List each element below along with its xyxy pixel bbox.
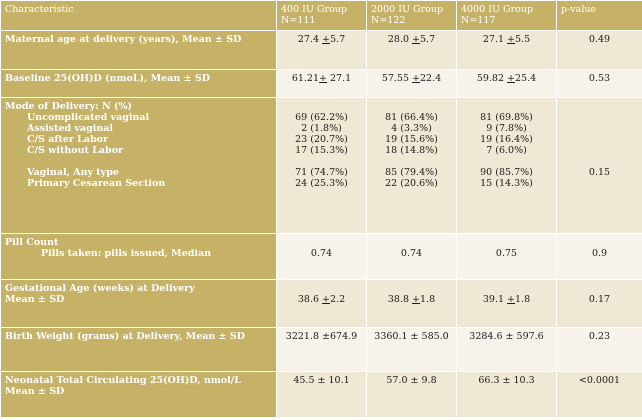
pill-title: Pill Count	[5, 237, 59, 248]
delivery-value: 19 (15.6%)	[385, 134, 438, 145]
delivery-value: 23 (20.7%)	[295, 134, 348, 145]
neonatal-label: Neonatal Total Circulating 25(OH)D, nmol…	[0, 371, 277, 418]
delivery-item-label: Uncomplicated vaginal	[27, 112, 150, 123]
delivery-value: 9 (7.8%)	[486, 123, 527, 134]
delivery-summary-label: Primary Cesarean Section	[27, 178, 166, 189]
row-neonatal: Neonatal Total Circulating 25(OH)D, nmol…	[0, 371, 642, 418]
delivery-4000: 81 (69.8%) 9 (7.8%) 19 (16.4%) 7 (6.0%) …	[456, 97, 557, 234]
delivery-title: Mode of Delivery: N (%)	[5, 101, 132, 112]
delivery-value: 4 (3.3%)	[391, 123, 432, 134]
delivery-value: 85 (79.4%)	[385, 167, 438, 178]
delivery-label: Mode of Delivery: N (%) Uncomplicated va…	[0, 97, 277, 234]
delivery-2000: 81 (66.4%) 4 (3.3%) 19 (15.6%) 18 (14.8%…	[366, 97, 457, 234]
baseline-p: 0.53	[556, 69, 642, 98]
pill-label: Pill Count Pills taken: pills issued, Me…	[0, 233, 277, 280]
delivery-value: 81 (69.8%)	[480, 112, 533, 123]
birth-weight-2000: 3360.1 ± 585.0	[366, 327, 457, 372]
delivery-summary-label: Vaginal, Any type	[27, 167, 119, 178]
header-row: Characteristic 400 IU Group N=111 2000 I…	[0, 0, 642, 31]
birth-weight-p: 0.23	[556, 327, 642, 372]
delivery-value: 18 (14.8%)	[385, 145, 438, 156]
pill-sub: Pills taken: pills issued, Median	[41, 248, 212, 259]
maternal-age-label: Maternal age at delivery (years), Mean ±…	[0, 30, 277, 70]
header-pvalue: p-value	[556, 0, 642, 31]
delivery-value: 19 (16.4%)	[480, 134, 533, 145]
maternal-age-2000: 28.0 +5.7	[366, 30, 457, 70]
pill-4000: 0.75	[456, 233, 557, 280]
delivery-value: 2 (1.8%)	[301, 123, 342, 134]
delivery-p: 0.15	[556, 97, 642, 234]
pill-p: 0.9	[556, 233, 642, 280]
row-baseline: Baseline 25(OH)D (nmoL), Mean ± SD 61.21…	[0, 69, 642, 98]
pill-2000: 0.74	[366, 233, 457, 280]
row-birth-weight: Birth Weight (grams) at Delivery, Mean ±…	[0, 327, 642, 372]
header-4000-name: 4000 IU Group	[461, 4, 534, 15]
header-400-name: 400 IU Group	[281, 4, 347, 15]
row-maternal-age: Maternal age at delivery (years), Mean ±…	[0, 30, 642, 70]
delivery-p-value: 0.15	[588, 167, 611, 178]
maternal-age-p: 0.49	[556, 30, 642, 70]
delivery-item-label: Assisted vaginal	[27, 123, 114, 134]
header-400-group: 400 IU Group N=111	[276, 0, 367, 31]
gestational-label: Gestational Age (weeks) at Delivery Mean…	[0, 279, 277, 328]
birth-weight-label: Birth Weight (grams) at Delivery, Mean ±…	[0, 327, 277, 372]
baseline-4000: 59.82 +25.4	[456, 69, 557, 98]
delivery-value: 15 (14.3%)	[480, 178, 533, 189]
gestational-4000: 39.1 +1.8	[456, 279, 557, 328]
row-mode-of-delivery: Mode of Delivery: N (%) Uncomplicated va…	[0, 97, 642, 234]
gestational-p: 0.17	[556, 279, 642, 328]
neonatal-4000: 66.3 ± 10.3	[456, 371, 557, 418]
header-4000-group: 4000 IU Group N=117	[456, 0, 557, 31]
gestational-400: 38.6 +2.2	[276, 279, 367, 328]
birth-weight-400: 3221.8 ±674.9	[276, 327, 367, 372]
delivery-value: 22 (20.6%)	[385, 178, 438, 189]
delivery-item-label: C/S without Labor	[27, 145, 124, 156]
birth-weight-4000: 3284.6 ± 597.6	[456, 327, 557, 372]
row-pill-count: Pill Count Pills taken: pills issued, Me…	[0, 233, 642, 280]
row-gestational-age: Gestational Age (weeks) at Delivery Mean…	[0, 279, 642, 328]
header-2000-n: N=122	[371, 15, 406, 26]
neonatal-p: <0.0001	[556, 371, 642, 418]
baseline-2000: 57.55 +22.4	[366, 69, 457, 98]
delivery-value: 69 (62.2%)	[295, 112, 348, 123]
delivery-value: 7 (6.0%)	[486, 145, 527, 156]
delivery-value: 17 (15.3%)	[295, 145, 348, 156]
maternal-age-4000: 27.1 +5.5	[456, 30, 557, 70]
maternal-age-400: 27.4 +5.7	[276, 30, 367, 70]
baseline-label: Baseline 25(OH)D (nmoL), Mean ± SD	[0, 69, 277, 98]
neonatal-400: 45.5 ± 10.1	[276, 371, 367, 418]
header-2000-name: 2000 IU Group	[371, 4, 444, 15]
baseline-400: 61.21+ 27.1	[276, 69, 367, 98]
header-4000-n: N=117	[461, 15, 496, 26]
header-400-n: N=111	[281, 15, 316, 26]
delivery-400: 69 (62.2%) 2 (1.8%) 23 (20.7%) 17 (15.3%…	[276, 97, 367, 234]
gestational-2000: 38.8 +1.8	[366, 279, 457, 328]
header-characteristic: Characteristic	[0, 0, 277, 31]
delivery-value: 81 (66.4%)	[385, 112, 438, 123]
delivery-value: 90 (85.7%)	[480, 167, 533, 178]
neonatal-2000: 57.0 ± 9.8	[366, 371, 457, 418]
delivery-item-label: C/S after Labor	[27, 134, 109, 145]
delivery-value: 24 (25.3%)	[295, 178, 348, 189]
delivery-value: 71 (74.7%)	[295, 167, 348, 178]
header-2000-group: 2000 IU Group N=122	[366, 0, 457, 31]
pill-400: 0.74	[276, 233, 367, 280]
